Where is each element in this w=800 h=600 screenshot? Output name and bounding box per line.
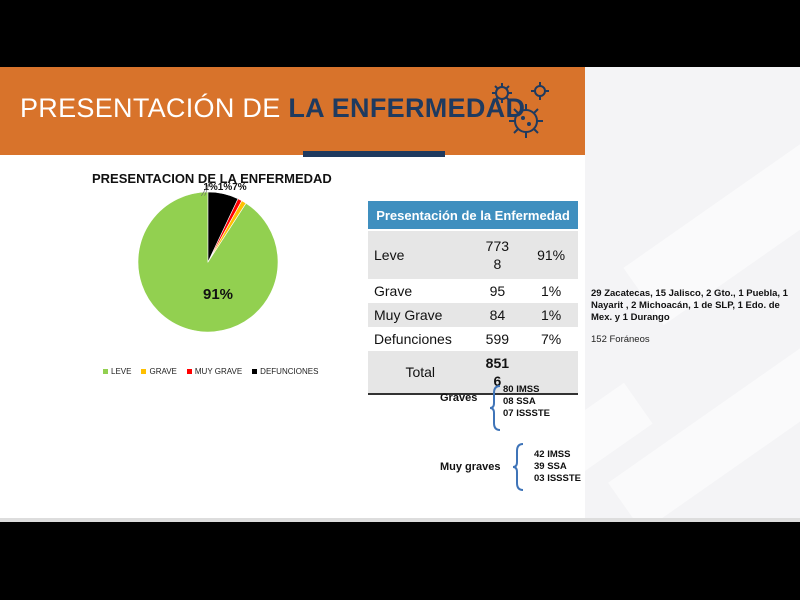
legend-label: LEVE xyxy=(111,367,132,376)
table-row: Leve 7738 91% xyxy=(368,230,578,279)
row-count: 95 xyxy=(470,279,525,303)
legend-label: MUY GRAVE xyxy=(194,367,243,376)
total-value: 8516 xyxy=(470,351,525,395)
legend-item: LEVE xyxy=(103,367,131,376)
pie-slice-defunciones xyxy=(207,191,239,263)
muy-graves-brace xyxy=(512,443,524,491)
list-item: 42 IMSS xyxy=(534,449,571,460)
data-label: 91% xyxy=(203,286,233,303)
row-label: Grave xyxy=(368,279,471,303)
slide-title-light: PRESENTACIÓN DE xyxy=(20,93,281,123)
title-banner: PRESENTACIÓN DE LA ENFERMEDAD xyxy=(0,67,585,155)
table-header: Presentación de la Enfermedad xyxy=(368,201,578,231)
graves-brace xyxy=(489,385,501,431)
list-item: 39 SSA xyxy=(534,461,567,472)
chart-legend: LEVE GRAVE MUY GRAVE DEFUNCIONES xyxy=(103,367,318,376)
footer-divider xyxy=(0,518,800,522)
legend-swatch xyxy=(252,369,258,374)
table-row: Grave 95 1% xyxy=(368,279,578,303)
slide-title-bold: LA ENFERMEDAD xyxy=(288,93,526,123)
summary-table: Presentación de la Enfermedad Leve 7738 … xyxy=(368,201,578,395)
data-label-small-slices: 1%1%7% xyxy=(203,182,246,193)
leader-line-grave xyxy=(204,181,211,196)
row-count: 84 xyxy=(470,303,525,327)
table-total-row: Total 8516 xyxy=(368,351,578,395)
slide: PRESENTACIÓN DE LA ENFERMEDAD PRESENTACI… xyxy=(0,67,800,518)
row-percent: 1% xyxy=(524,279,578,303)
legend-label: GRAVE xyxy=(149,367,177,376)
list-item: 03 ISSSTE xyxy=(534,473,581,484)
row-percent: 91% xyxy=(524,230,578,279)
title-underline xyxy=(303,151,445,157)
muy-graves-label: Muy graves xyxy=(440,461,501,473)
list-item: 08 SSA xyxy=(503,396,536,407)
row-percent: 7% xyxy=(524,327,578,351)
row-label: Defunciones xyxy=(368,327,471,351)
table-row: Defunciones 599 7% xyxy=(368,327,578,351)
states-note: 29 Zacatecas, 15 Jalisco, 2 Gto., 1 Pueb… xyxy=(591,288,788,323)
legend-swatch xyxy=(141,369,147,374)
chart-title: PRESENTACION DE LA ENFERMEDAD xyxy=(92,171,332,186)
list-item: 80 IMSS xyxy=(503,384,540,395)
total-percent xyxy=(524,351,578,395)
table-row: Muy Grave 84 1% xyxy=(368,303,578,327)
row-percent: 1% xyxy=(524,303,578,327)
list-item: 07 ISSSTE xyxy=(503,408,550,419)
legend-item: GRAVE xyxy=(141,367,177,376)
slide-title: PRESENTACIÓN DE LA ENFERMEDAD xyxy=(20,93,525,124)
legend-swatch xyxy=(186,369,192,374)
total-label: Total xyxy=(368,351,471,395)
leader-line-muy-grave xyxy=(201,181,211,196)
row-count: 599 xyxy=(470,327,525,351)
legend-item: DEFUNCIONES xyxy=(252,367,318,376)
row-count: 7738 xyxy=(470,230,525,279)
graves-list: 80 IMSS 08 SSA 07 ISSSTE xyxy=(503,384,550,420)
pie-chart: 91% 1%1%7% xyxy=(137,181,279,333)
legend-item: MUY GRAVE xyxy=(186,367,243,376)
graves-label: Graves xyxy=(440,392,478,404)
row-label: Muy Grave xyxy=(368,303,471,327)
legend-label: DEFUNCIONES xyxy=(260,367,319,376)
row-label: Leve xyxy=(368,230,471,279)
foraneos-note: 152 Foráneos xyxy=(591,334,650,345)
virus-icon xyxy=(492,82,549,138)
muy-graves-list: 42 IMSS 39 SSA 03 ISSSTE xyxy=(534,449,581,485)
legend-swatch xyxy=(103,369,108,374)
